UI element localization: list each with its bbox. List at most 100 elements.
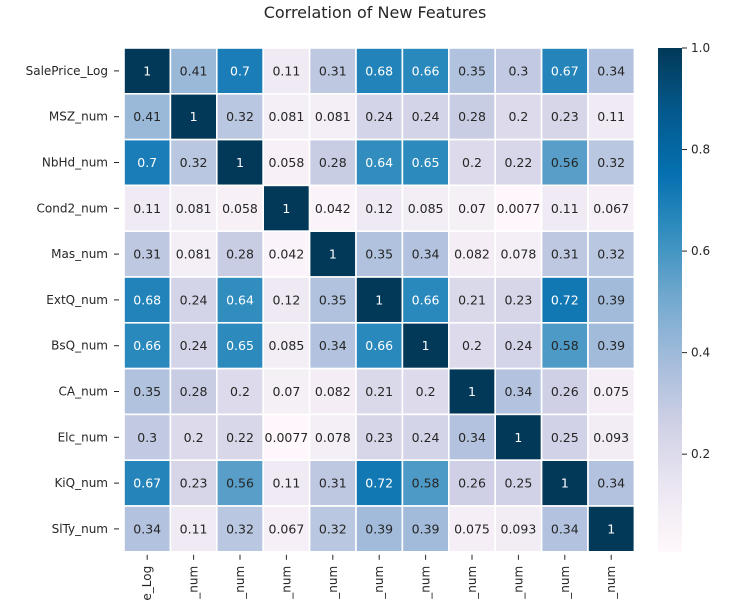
heatmap-cell [262,230,311,278]
heatmap-cell [308,505,357,553]
cell-value-label: 0.24 [365,109,393,124]
cell-value-label: 0.34 [504,384,532,399]
column-labels: e_Log _num _num _num _num _num _num _num _num _nu… [140,554,618,601]
heatmap-cell [123,276,172,324]
heatmap-cell [494,230,543,278]
cell-value-label: 0.2 [184,430,204,445]
heatmap-cell [308,230,357,278]
cell-value-label: 0.21 [365,384,393,399]
cell-value-label: 0.12 [272,292,300,307]
cell-value-label: 0.2 [462,338,482,353]
column-label: _num [604,566,618,600]
heatmap-cell [308,138,357,187]
cell-value-label: 0.082 [315,384,351,399]
cell-value-label: 0.35 [365,247,393,262]
column-label: e_Log [140,566,154,601]
cell-value-label: 1 [514,430,522,445]
cell-value-label: 0.39 [365,521,393,536]
row-label: BsQ_num [51,339,108,353]
cell-value-label: 0.082 [454,247,490,262]
cell-value-label: 0.058 [269,155,305,170]
heatmap-cell [587,138,636,187]
heatmap-cell [308,367,357,416]
cell-value-label: 0.042 [269,247,305,262]
heatmap-cell [494,413,543,461]
heatmap-cell [123,505,172,553]
heatmap-cell [123,230,172,278]
column-label: _num [419,566,433,600]
heatmap-cell [587,230,636,278]
cell-value-label: 0.11 [597,109,625,124]
heatmap-cell [494,138,543,187]
column-label: _num [372,566,386,600]
heatmap-cell [540,47,589,95]
heatmap-cell [494,459,543,507]
cell-value-label: 0.28 [319,155,347,170]
cell-value-label: 0.2 [508,109,528,124]
heatmap-cell [540,93,589,141]
cell-value-label: 0.075 [593,384,629,399]
cell-value-label: 0.68 [365,63,393,78]
cell-value-label: 0.081 [315,109,351,124]
cell-value-label: 0.34 [412,247,440,262]
heatmap-cell [401,230,450,278]
row-labels: SalePrice_Log MSZ_num NbHd_num Cond2_num Mas… [26,64,119,536]
heatmap-cell [355,321,404,370]
cell-value-label: 0.39 [597,338,625,353]
cell-value-label: 0.67 [133,476,161,491]
heatmap-cell [355,47,404,95]
heatmap-cell [587,93,636,141]
cell-value-label: 0.34 [597,63,625,78]
colorbar-gradient [658,48,682,552]
heatmap-cell [494,276,543,324]
cell-value-label: 0.11 [551,201,579,216]
cell-value-label: 0.39 [412,521,440,536]
heatmap-cell [169,321,218,370]
colorbar-tick-label: 1.0 [691,41,710,55]
cell-value-label: 0.34 [597,476,625,491]
cell-value-label: 0.35 [458,63,486,78]
heatmap-cell [123,93,172,141]
cell-value-label: 0.31 [319,63,347,78]
cell-value-label: 0.67 [551,63,579,78]
column-label: _num [465,566,479,600]
cell-value-label: 1 [143,63,151,78]
cell-value-label: 0.11 [133,201,161,216]
cell-value-label: 0.66 [412,292,440,307]
cell-value-label: 0.28 [458,109,486,124]
heatmap-cell [123,413,172,461]
cell-value-label: 0.64 [226,292,254,307]
cell-value-label: 0.41 [133,109,161,124]
cell-value-label: 0.24 [180,338,208,353]
cell-value-label: 0.12 [365,201,393,216]
row-label: KiQ_num [54,476,108,490]
heatmap-cell [216,93,265,141]
cell-value-label: 0.32 [597,247,625,262]
cell-value-label: 0.22 [504,155,532,170]
row-label: SalePrice_Log [26,64,108,78]
cell-value-label: 0.58 [551,338,579,353]
column-label: _num [279,566,293,600]
cell-value-label: 0.067 [269,521,305,536]
heatmap-cell [540,413,589,461]
cell-value-label: 0.23 [551,109,579,124]
cell-value-label: 0.56 [551,155,579,170]
heatmap-cell [447,321,496,370]
heatmap-cell [401,413,450,461]
heatmap-cell [216,459,265,507]
column-label: _num [326,566,340,600]
heatmap-cell [401,138,450,187]
cell-value-label: 0.11 [272,476,300,491]
cell-value-label: 0.66 [412,63,440,78]
cell-value-label: 0.11 [180,521,208,536]
cell-value-label: 0.07 [272,384,300,399]
cell-value-label: 0.7 [137,155,157,170]
heatmap-cell [447,93,496,141]
cell-value-label: 0.11 [272,63,300,78]
cell-value-label: 0.39 [597,292,625,307]
cell-value-label: 1 [329,247,337,262]
colorbar-tick-label: 0.4 [691,346,710,360]
cell-value-label: 0.58 [412,476,440,491]
heatmap-cell [494,184,543,232]
cell-value-label: 0.07 [458,201,486,216]
